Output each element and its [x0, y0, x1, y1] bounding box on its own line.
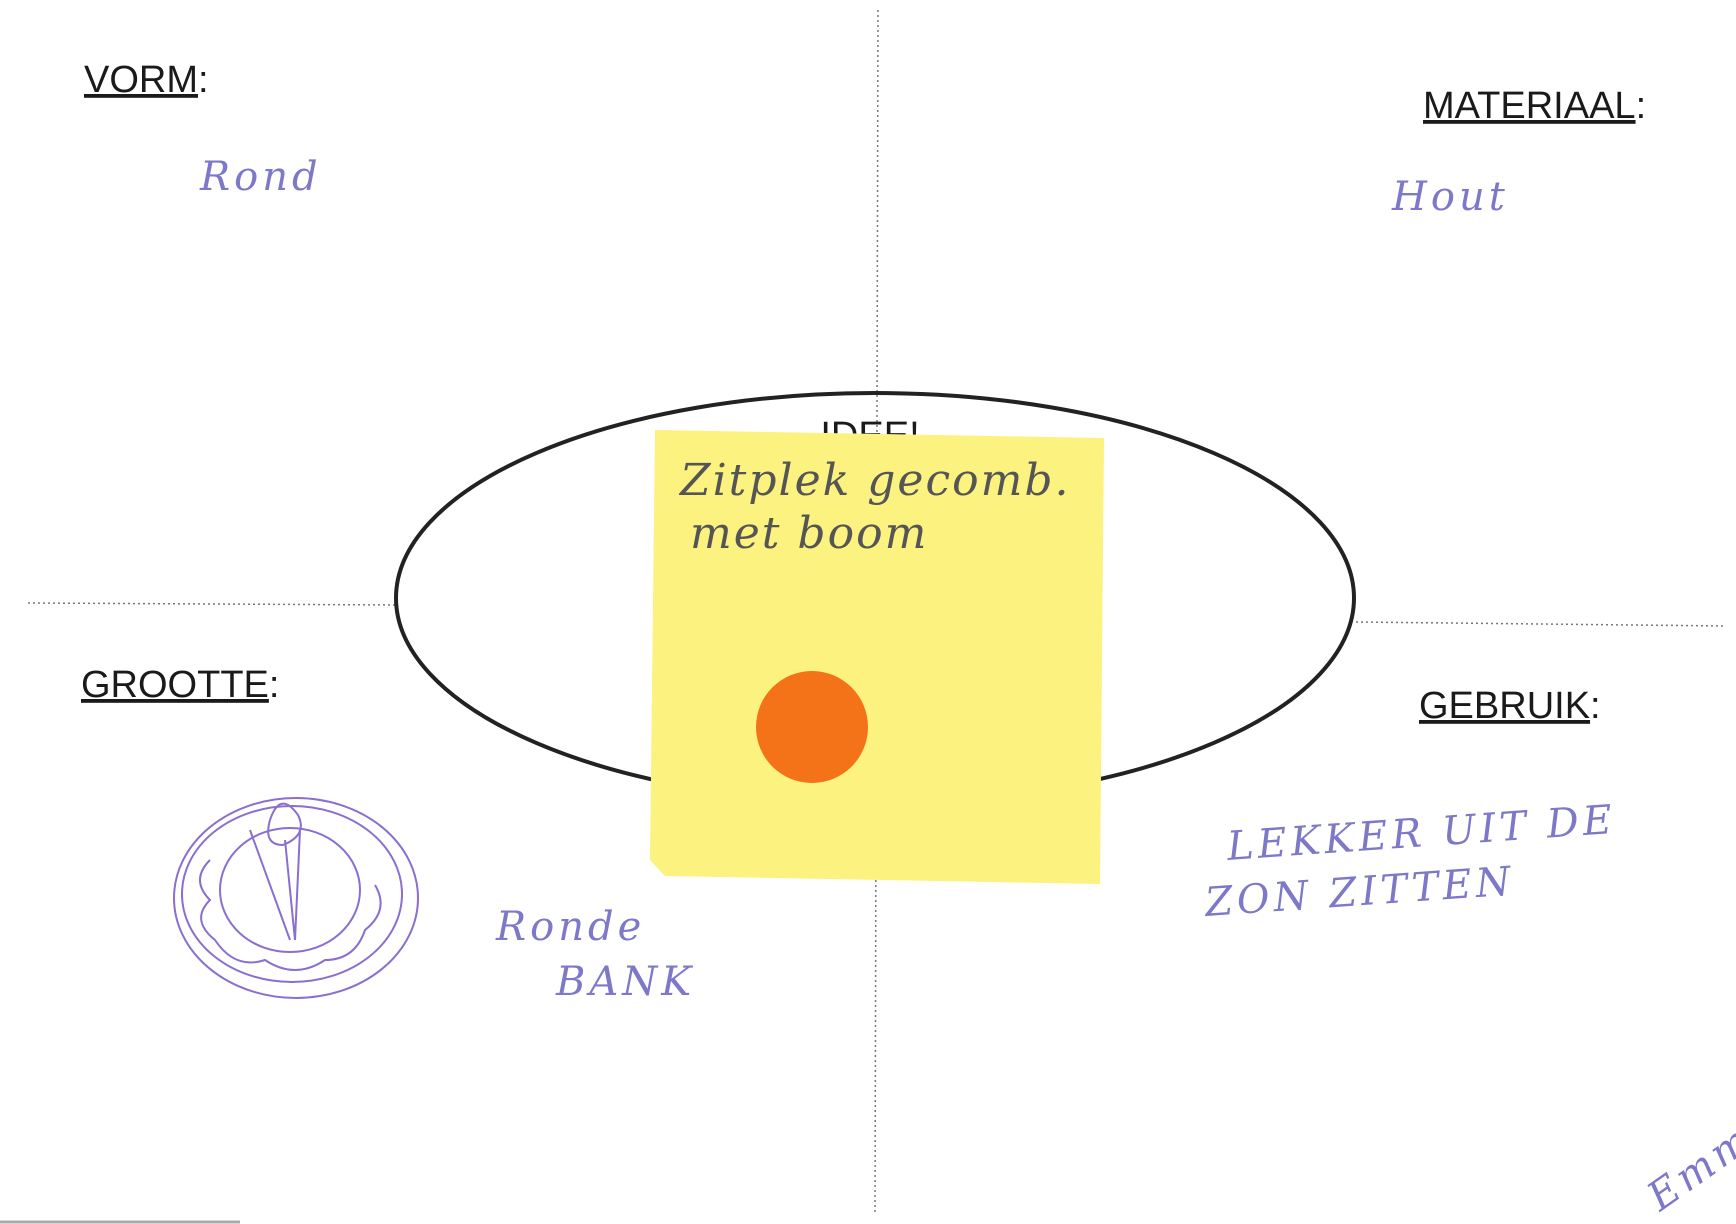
heading-text: GROOTTE: — [81, 664, 279, 706]
handwriting-grootte: BANK — [555, 959, 695, 1005]
heading-label: GEBRUIK — [1419, 685, 1590, 727]
heading-colon: : — [1590, 685, 1601, 727]
heading-colon: : — [1636, 85, 1647, 127]
heading-colon: : — [269, 664, 280, 706]
heading-gebruik: GEBRUIK: — [1419, 685, 1601, 727]
page: IDEE! VORM: MATERIAAL: GROOTTE: GEBRUIK:… — [0, 0, 1736, 1224]
handwriting-vorm: Rond — [199, 154, 322, 200]
heading-vorm: VORM: — [84, 59, 209, 101]
heading-label: VORM — [84, 59, 198, 101]
heading-colon: : — [198, 59, 209, 101]
handwriting-materiaal: Hout — [1391, 174, 1509, 220]
heading-label: MATERIAAL — [1423, 85, 1636, 127]
dot-sticker — [756, 671, 868, 783]
sticky-note-text: Zitplek gecomb. — [678, 455, 1070, 506]
heading-materiaal: MATERIAAL: — [1423, 85, 1646, 127]
heading-text: GEBRUIK: — [1419, 685, 1601, 727]
sticky-note-text: met boom — [690, 508, 928, 559]
heading-label: GROOTTE — [81, 664, 269, 706]
handwriting-grootte: Ronde — [495, 904, 645, 950]
heading-text: VORM: — [84, 59, 209, 101]
worksheet: IDEE! VORM: MATERIAAL: GROOTTE: GEBRUIK:… — [0, 0, 1736, 1224]
heading-grootte: GROOTTE: — [81, 664, 279, 706]
heading-text: MATERIAAL: — [1423, 85, 1646, 127]
